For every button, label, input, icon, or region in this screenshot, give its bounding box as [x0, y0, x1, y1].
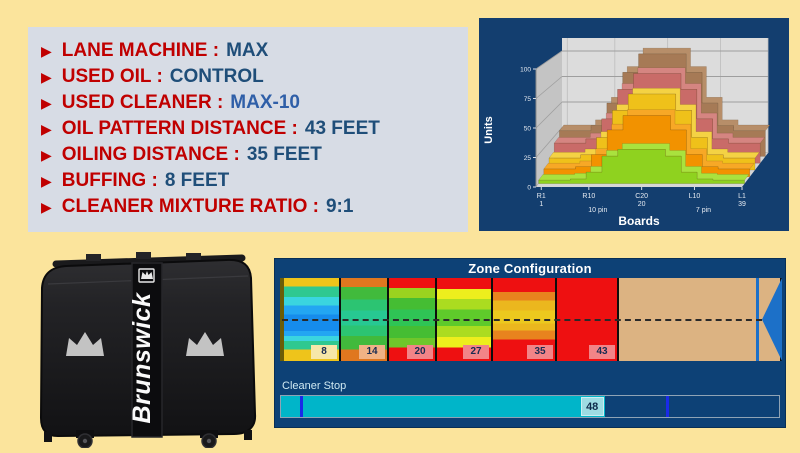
zone-distance-label: 8 — [311, 345, 337, 359]
crown-icon — [141, 271, 153, 279]
machine-knob — [136, 252, 151, 259]
machine-center-column — [131, 262, 163, 438]
machine-handle — [52, 254, 246, 268]
info-value: MAX-10 — [230, 92, 300, 113]
lane-machine-drawing: Brunswick — [39, 252, 257, 449]
caster-wheel — [76, 430, 94, 449]
zone-distance-label: 27 — [463, 345, 489, 359]
info-label: USED CLEANER : — [61, 92, 224, 113]
bullet-triangle-icon: ▶ — [41, 43, 52, 59]
svg-text:20: 20 — [638, 201, 646, 208]
zone-distance-label: 14 — [359, 345, 385, 359]
cleaner-stop-value-badge[interactable]: 48 — [580, 397, 604, 416]
brunswick-b-logo-icon — [138, 268, 155, 283]
info-value: CONTROL — [169, 66, 264, 87]
svg-text:100: 100 — [520, 66, 531, 73]
brand-text: Brunswick — [128, 292, 156, 424]
svg-text:R10: R10 — [582, 193, 595, 200]
info-row: ▶ OIL PATTERN DISTANCE : 43 FEET — [41, 116, 468, 142]
svg-text:L10: L10 — [689, 193, 701, 200]
bullet-triangle-icon: ▶ — [41, 147, 52, 163]
crown-icon — [186, 332, 224, 356]
svg-text:Units: Units — [483, 116, 495, 144]
cleaner-stop-label: Cleaner Stop — [282, 380, 347, 392]
zone-distance-label: 20 — [407, 345, 433, 359]
svg-text:39: 39 — [738, 201, 746, 208]
cleaner-stop-marker[interactable] — [665, 396, 669, 417]
machine-knob — [186, 253, 201, 260]
oil-pattern-chart-panel: 0 25 50 75 100 Units R1 1 R10 10 pin C20 20 L10 7 pin… — [479, 18, 789, 231]
bullet-triangle-icon: ▶ — [41, 95, 52, 111]
bullet-triangle-icon: ▶ — [41, 121, 52, 137]
info-row: ▶ OILING DISTANCE : 35 FEET — [41, 142, 468, 168]
zone-panel-title: Zone Configuration — [468, 261, 592, 276]
info-label: CLEANER MIXTURE RATIO : — [61, 196, 319, 217]
svg-text:25: 25 — [524, 155, 532, 162]
zone-strip: 8 14 20 27 35 43 — [280, 278, 782, 361]
cleaner-stop-fill — [281, 396, 605, 417]
info-row: ▶ USED CLEANER : MAX-10 — [41, 90, 468, 116]
info-row: ▶ LANE MACHINE : MAX — [41, 38, 468, 64]
svg-text:50: 50 — [524, 125, 532, 132]
svg-text:C20: C20 — [635, 193, 648, 200]
svg-text:0: 0 — [527, 184, 531, 191]
info-row: ▶ BUFFING : 8 FEET — [41, 168, 468, 194]
info-label: BUFFING : — [61, 170, 158, 191]
zone-distance-label: 43 — [589, 345, 615, 359]
info-label: USED OIL : — [61, 66, 163, 87]
lane-settings-panel: ▶ LANE MACHINE : MAX ▶ USED OIL : CONTROL ▶ USE… — [28, 27, 468, 232]
cleaner-stop-marker[interactable] — [299, 396, 303, 417]
cleaner-stop-slider[interactable]: 48 — [280, 395, 780, 418]
info-value: 9:1 — [325, 196, 354, 217]
svg-text:75: 75 — [524, 96, 532, 103]
bullet-triangle-icon: ▶ — [41, 69, 52, 85]
zone-distance-label: 35 — [527, 345, 553, 359]
bullet-triangle-icon: ▶ — [41, 199, 52, 215]
info-row: ▶ CLEANER MIXTURE RATIO : 9:1 — [41, 194, 468, 220]
caster-wheel — [200, 430, 218, 449]
machine-knob — [86, 254, 101, 261]
lane-machine-photo: Brunswick — [28, 246, 268, 449]
svg-text:1: 1 — [539, 201, 543, 208]
info-value: MAX — [226, 40, 269, 61]
machine-foot — [44, 432, 52, 442]
svg-text:7 pin: 7 pin — [696, 207, 711, 214]
info-value: 43 FEET — [304, 118, 380, 139]
crown-icon — [66, 332, 104, 356]
info-label: OIL PATTERN DISTANCE : — [61, 118, 298, 139]
info-label: LANE MACHINE : — [61, 40, 220, 61]
svg-text:10 pin: 10 pin — [588, 207, 607, 214]
svg-text:Boards: Boards — [618, 214, 660, 228]
machine-foot — [244, 430, 252, 440]
info-value: 35 FEET — [246, 144, 322, 165]
zone-configuration-panel: Zone Configuration 8 14 20 27 35 43 Cleaner S… — [274, 258, 786, 428]
info-label: OILING DISTANCE : — [61, 144, 240, 165]
info-value: 8 FEET — [164, 170, 230, 191]
info-row: ▶ USED OIL : CONTROL — [41, 64, 468, 90]
bullet-triangle-icon: ▶ — [41, 173, 52, 189]
svg-text:R1: R1 — [537, 193, 546, 200]
center-dashed-line — [282, 319, 762, 321]
svg-text:L1: L1 — [738, 193, 746, 200]
